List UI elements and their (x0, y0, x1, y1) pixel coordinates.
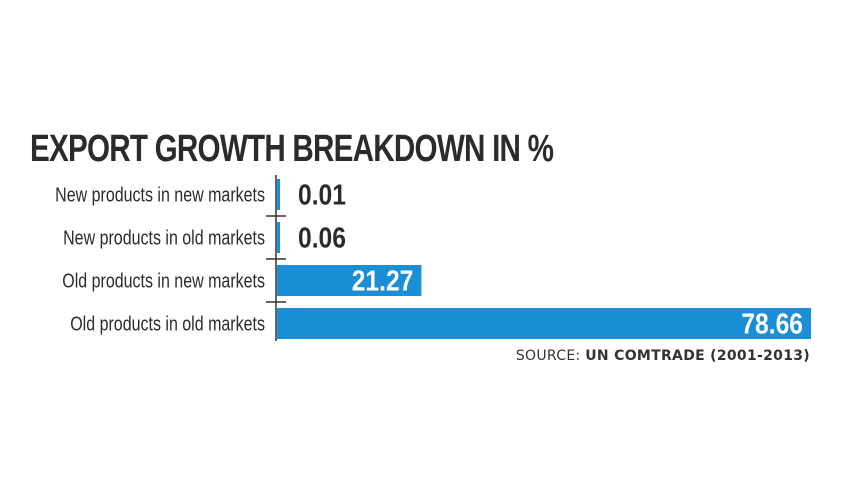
bar (277, 265, 422, 296)
source-name: UN COMTRADE (2001-2013) (585, 348, 810, 364)
value-label: 0.01 (298, 179, 346, 211)
value-label: 78.66 (741, 308, 803, 340)
value-label: 21.27 (352, 265, 414, 297)
chart-title: EXPORT GROWTH BREAKDOWN IN % (30, 128, 554, 170)
category-label: New products in old markets (63, 227, 265, 249)
bar (277, 308, 811, 339)
bar (277, 179, 280, 210)
source-prefix: SOURCE: (515, 348, 581, 364)
category-label: Old products in old markets (70, 313, 265, 335)
source-note: SOURCE: UN COMTRADE (2001-2013) (516, 348, 810, 364)
value-label: 0.06 (298, 222, 346, 254)
bar (277, 222, 280, 253)
category-label: New products in new markets (55, 184, 265, 206)
category-label: Old products in new markets (62, 270, 265, 292)
